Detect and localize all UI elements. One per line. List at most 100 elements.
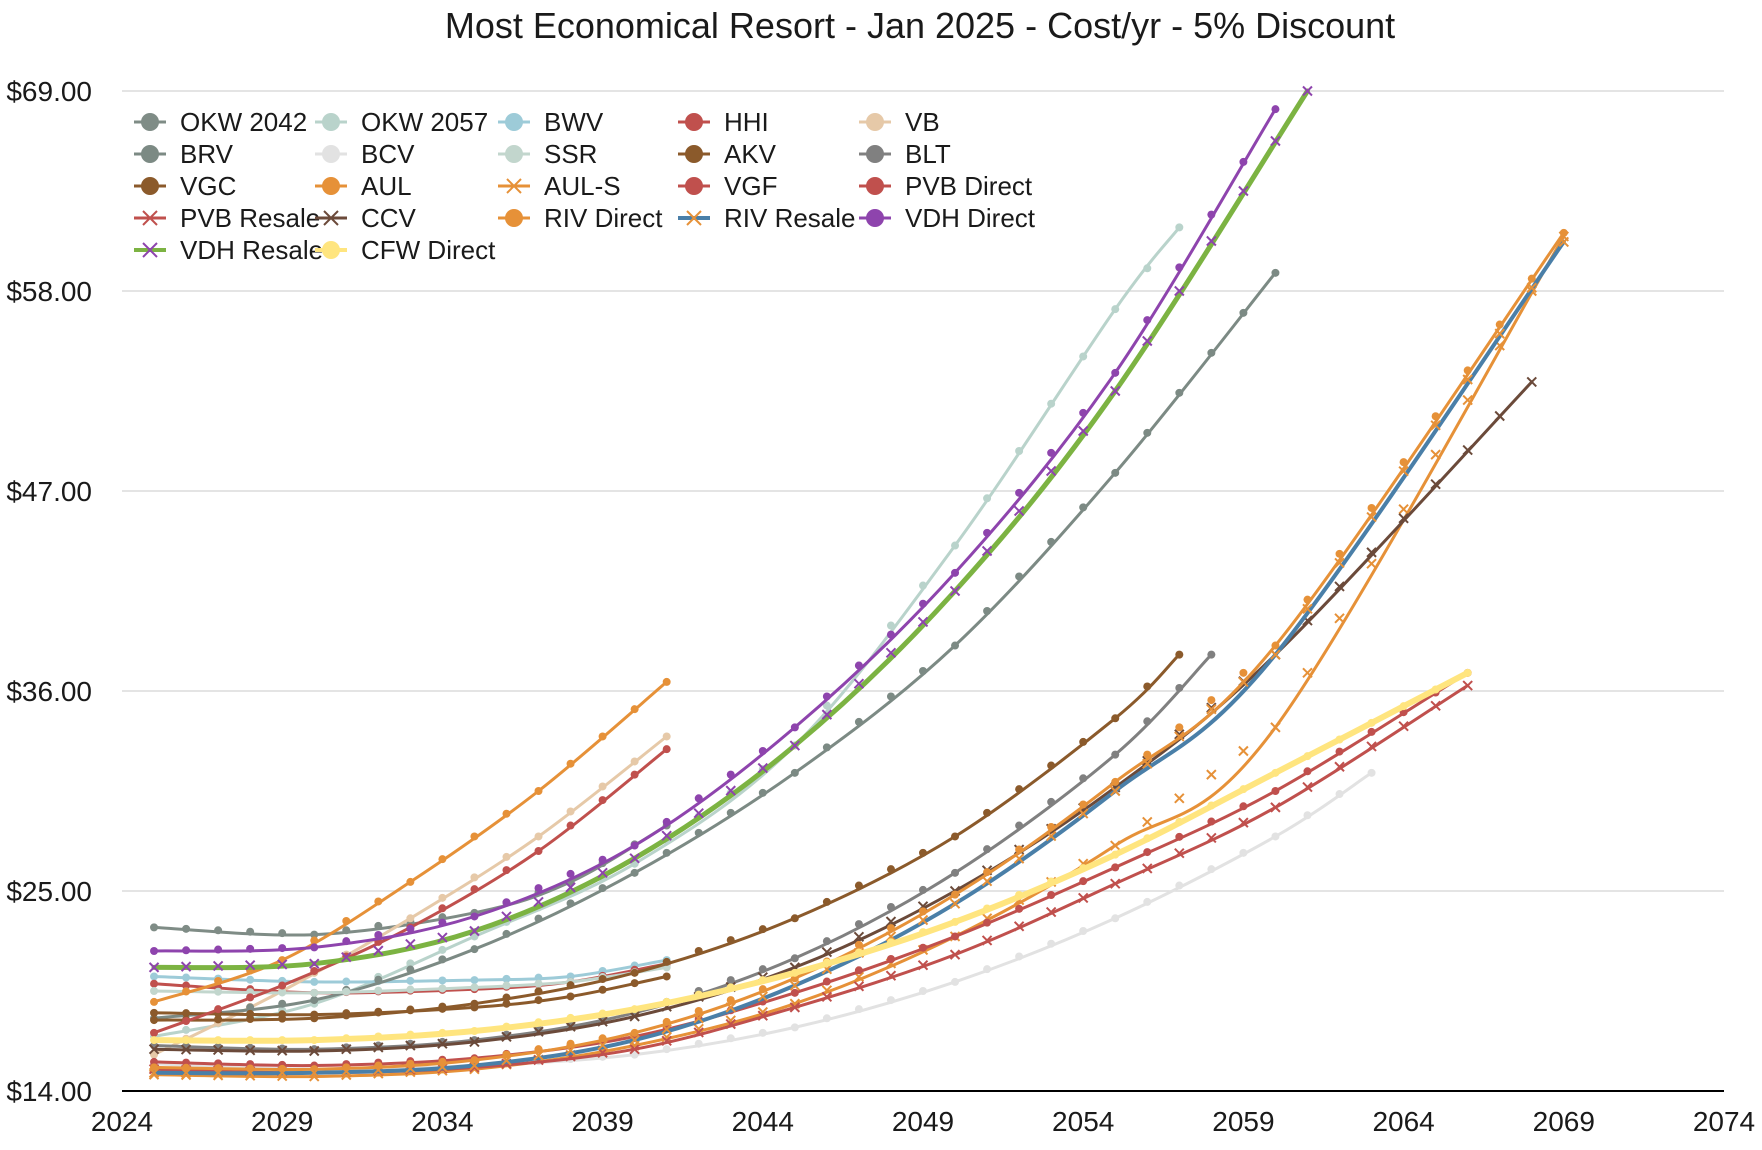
data-point (1495, 320, 1504, 329)
data-point (1079, 352, 1088, 361)
data-point (885, 970, 897, 981)
data-point (951, 890, 960, 899)
data-point (1335, 747, 1344, 756)
data-point (310, 943, 319, 952)
data-point (1271, 832, 1280, 841)
y-tick-label: $14.00 (6, 1076, 92, 1107)
legend-label: AUL (361, 171, 412, 201)
data-point (1335, 790, 1344, 799)
data-point (502, 866, 511, 875)
data-point (1271, 641, 1280, 650)
data-point (822, 937, 831, 946)
data-point (919, 987, 927, 995)
data-point (566, 1039, 575, 1048)
data-point (533, 1050, 544, 1061)
data-point (405, 1063, 416, 1074)
data-point (406, 959, 415, 968)
data-point (598, 1009, 607, 1018)
data-point (1302, 781, 1313, 793)
data-point (148, 1043, 160, 1055)
data-point (310, 996, 319, 1005)
data-point (438, 945, 447, 954)
data-point (951, 832, 960, 841)
data-point (1559, 228, 1568, 237)
data-point (470, 983, 479, 992)
data-point (438, 855, 447, 864)
series-aul (150, 677, 671, 1006)
data-point (1175, 263, 1184, 272)
data-point (470, 945, 479, 954)
legend-item: BLT (859, 139, 951, 169)
data-point (1398, 465, 1409, 477)
data-point (405, 1040, 416, 1051)
data-point (598, 796, 607, 805)
data-point (919, 667, 927, 675)
data-point (148, 1067, 160, 1079)
legend-marker (685, 113, 703, 131)
legend-item: BWV (498, 107, 604, 137)
data-point (822, 897, 831, 906)
data-point (919, 848, 927, 857)
data-point (1174, 793, 1185, 804)
legend-item: AUL (315, 171, 412, 201)
data-point (725, 785, 736, 796)
data-point (726, 976, 735, 985)
data-point (1111, 468, 1120, 477)
data-point (629, 1011, 640, 1022)
data-point (534, 1018, 543, 1027)
data-point (1175, 650, 1184, 659)
data-point (629, 853, 640, 864)
data-point (501, 1031, 512, 1043)
data-point (790, 768, 799, 777)
data-point (469, 1060, 480, 1071)
data-point (949, 898, 961, 909)
y-tick-label: $36.00 (6, 676, 92, 707)
data-point (470, 873, 479, 882)
data-point (1270, 802, 1281, 813)
data-point (726, 770, 735, 779)
data-point (726, 983, 735, 992)
data-point (278, 1010, 287, 1019)
data-point (951, 932, 960, 941)
data-point (309, 1067, 320, 1079)
legend-marker (142, 210, 158, 226)
data-point (854, 1005, 863, 1014)
data-point (789, 980, 801, 991)
series-okw-2057 (150, 223, 1184, 1041)
data-point (406, 924, 415, 933)
data-point (919, 928, 927, 937)
data-point (630, 757, 639, 766)
legend-marker (322, 241, 340, 259)
data-point (1143, 428, 1152, 437)
legend-label: VB (905, 107, 940, 137)
legend-label: VDH Resale (180, 235, 323, 265)
y-tick-label: $58.00 (6, 276, 92, 307)
data-point (406, 1030, 415, 1039)
legend-label: HHI (724, 107, 769, 137)
series-line (152, 975, 669, 1017)
data-point (1430, 478, 1441, 490)
data-point (758, 925, 767, 934)
data-point (1111, 777, 1120, 786)
data-point (309, 1045, 320, 1057)
data-point (1558, 236, 1570, 248)
data-point (885, 647, 897, 659)
data-point (1111, 368, 1120, 377)
data-point (341, 951, 352, 963)
data-point (534, 847, 543, 855)
data-point (438, 1028, 447, 1037)
data-point (693, 1023, 704, 1035)
data-point (1143, 682, 1152, 691)
legend: OKW 2042 OKW 2057 BWV HHI VB BRV BCV SSR AKV BLT V… (134, 107, 1036, 265)
data-point (853, 981, 865, 992)
data-point (662, 1017, 671, 1026)
data-point (886, 996, 895, 1005)
data-point (725, 1015, 736, 1026)
data-point (502, 809, 511, 818)
data-point (1334, 557, 1345, 569)
data-point (342, 917, 351, 925)
data-point (278, 999, 287, 1008)
data-point (182, 981, 191, 990)
data-point (886, 938, 895, 947)
data-point (630, 841, 639, 850)
